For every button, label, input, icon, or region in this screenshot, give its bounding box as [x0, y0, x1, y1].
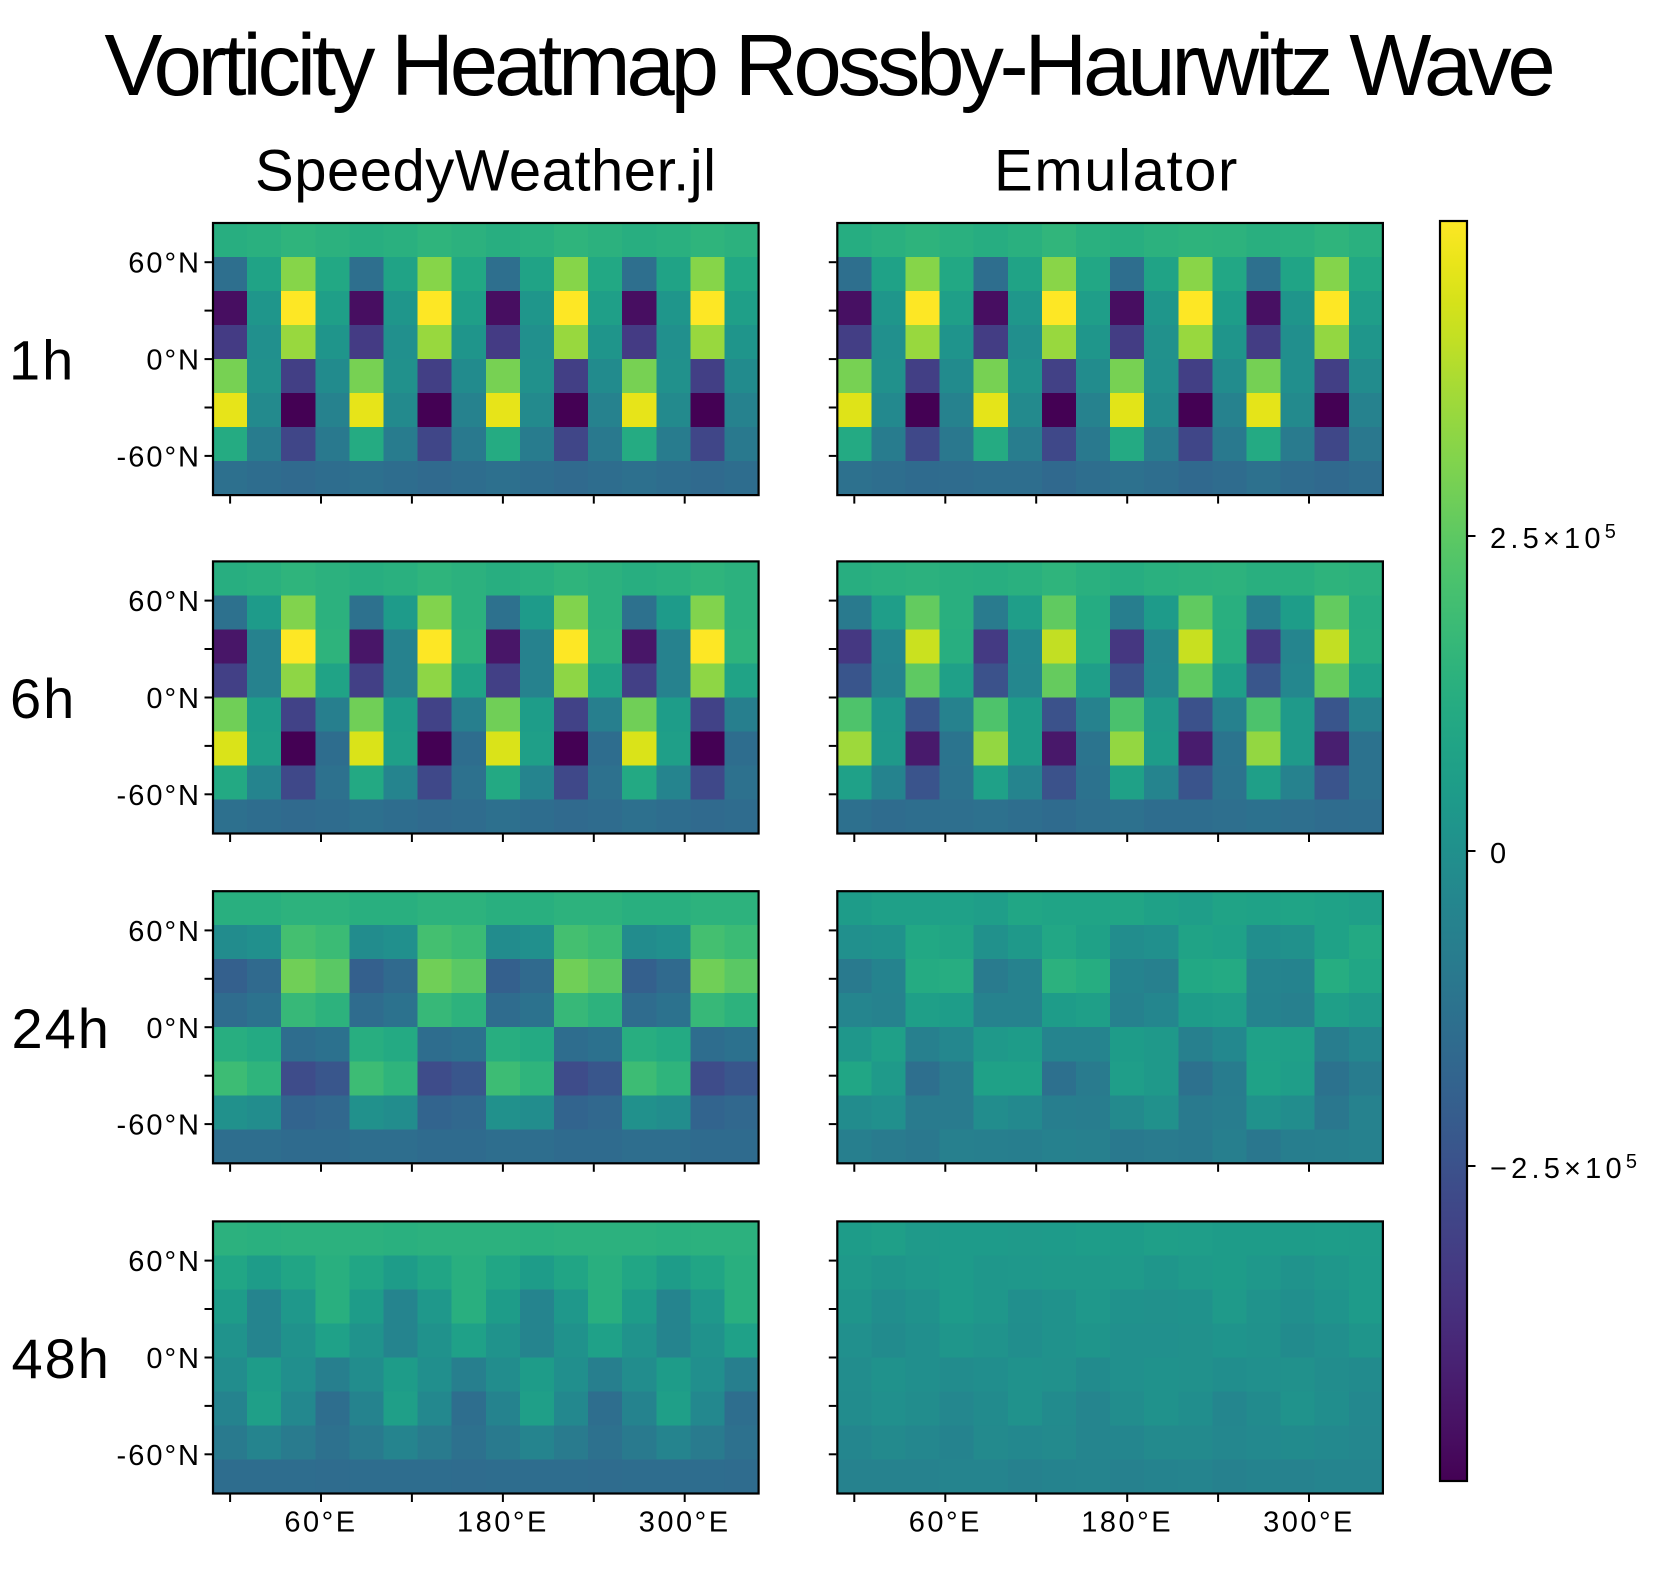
- svg-text:SpeedyWeather.jl: SpeedyWeather.jl: [255, 138, 717, 203]
- svg-text:300°E: 300°E: [639, 1507, 731, 1539]
- svg-text:6h: 6h: [10, 667, 76, 730]
- svg-text:-60°N: -60°N: [117, 1440, 201, 1472]
- svg-text:60°E: 60°E: [284, 1507, 357, 1539]
- svg-text:Emulator: Emulator: [994, 138, 1239, 203]
- svg-text:60°E: 60°E: [909, 1507, 982, 1539]
- svg-text:0: 0: [1490, 838, 1506, 870]
- svg-text:60°N: 60°N: [128, 1246, 201, 1278]
- svg-text:-60°N: -60°N: [117, 1110, 201, 1142]
- svg-text:300°E: 300°E: [1263, 1507, 1355, 1539]
- svg-text:Vorticity Heatmap Rossby-Haurw: Vorticity Heatmap Rossby-Haurwitz Wave: [104, 17, 1552, 114]
- svg-text:1h: 1h: [9, 329, 75, 392]
- svg-text:-60°N: -60°N: [117, 780, 201, 812]
- svg-text:60°N: 60°N: [128, 586, 201, 618]
- svg-text:180°E: 180°E: [457, 1507, 549, 1539]
- svg-text:-60°N: -60°N: [117, 441, 201, 473]
- svg-text:0°N: 0°N: [146, 345, 201, 377]
- svg-text:24h: 24h: [12, 997, 111, 1060]
- svg-text:60°N: 60°N: [128, 916, 201, 948]
- svg-text:2.5×105: 2.5×105: [1490, 521, 1620, 555]
- svg-text:0°N: 0°N: [146, 1013, 201, 1045]
- svg-text:180°E: 180°E: [1081, 1507, 1173, 1539]
- svg-text:0°N: 0°N: [146, 683, 201, 715]
- svg-text:48h: 48h: [12, 1327, 111, 1390]
- svg-text:60°N: 60°N: [128, 248, 201, 280]
- svg-text:−2.5×105: −2.5×105: [1490, 1151, 1641, 1185]
- svg-text:0°N: 0°N: [146, 1343, 201, 1375]
